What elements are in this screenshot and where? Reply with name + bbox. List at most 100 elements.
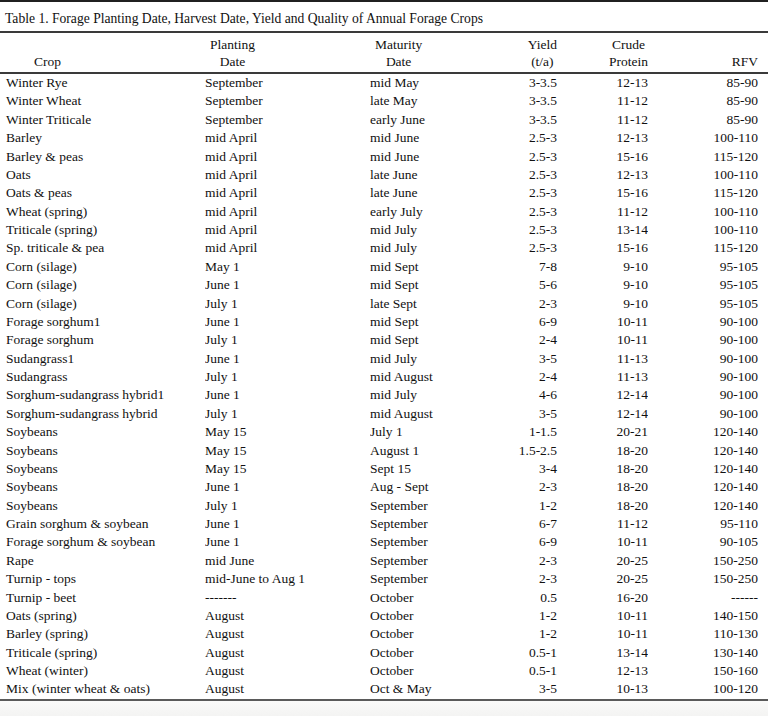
cell-rfv: 90-100 bbox=[648, 331, 768, 349]
col-header-yield-line2: (t/a) bbox=[531, 53, 554, 70]
cell-crude-protein: 11-13 bbox=[558, 368, 648, 386]
cell-maturity-date: mid June bbox=[370, 148, 505, 166]
cell-yield: 6-9 bbox=[505, 533, 558, 551]
cell-maturity-date: October bbox=[370, 625, 505, 643]
col-header-rfv: RFV bbox=[648, 33, 768, 73]
cell-crop: Forage sorghum1 bbox=[0, 313, 205, 331]
cell-crop: Barley bbox=[0, 129, 205, 147]
cell-crop: Soybeans bbox=[0, 460, 205, 478]
cell-maturity-date: September bbox=[370, 515, 505, 533]
col-header-maturity-date: Maturity Date bbox=[370, 33, 505, 73]
cell-yield: 3-3.5 bbox=[505, 111, 558, 129]
col-header-maturity-line1: Maturity bbox=[375, 36, 422, 53]
cell-planting-date: June 1 bbox=[205, 313, 370, 331]
cell-rfv: 85-90 bbox=[648, 111, 768, 129]
table-row: Soybeans May 15 July 1 1-1.5 20-21 120-1… bbox=[0, 423, 768, 441]
table-row: Wheat (spring) mid April early July 2.5-… bbox=[0, 203, 768, 221]
cell-crude-protein: 9-10 bbox=[558, 258, 648, 276]
col-header-crop-label: Crop bbox=[34, 53, 61, 70]
cell-crop: Oats & peas bbox=[0, 184, 205, 202]
cell-planting-date: mid April bbox=[205, 239, 370, 257]
cell-crop: Corn (silage) bbox=[0, 276, 205, 294]
cell-crude-protein: 11-12 bbox=[558, 92, 648, 110]
cell-planting-date: July 1 bbox=[205, 331, 370, 349]
cell-maturity-date: Oct & May bbox=[370, 680, 505, 699]
cell-maturity-date: mid Sept bbox=[370, 331, 505, 349]
cell-planting-date: July 1 bbox=[205, 295, 370, 313]
cell-crude-protein: 12-13 bbox=[558, 129, 648, 147]
cell-maturity-date: October bbox=[370, 589, 505, 607]
cell-crop: Forage sorghum bbox=[0, 331, 205, 349]
cell-maturity-date: July 1 bbox=[370, 423, 505, 441]
cell-rfv: 100-110 bbox=[648, 203, 768, 221]
cell-maturity-date: mid August bbox=[370, 368, 505, 386]
cell-crude-protein: 12-13 bbox=[558, 166, 648, 184]
cell-crop: Triticale (spring) bbox=[0, 644, 205, 662]
cell-crude-protein: 12-13 bbox=[558, 662, 648, 680]
table-row: Rape mid June September 2-3 20-25 150-25… bbox=[0, 552, 768, 570]
cell-crop: Wheat (spring) bbox=[0, 203, 205, 221]
cell-rfv: 150-250 bbox=[648, 570, 768, 588]
cell-crop: Rape bbox=[0, 552, 205, 570]
cell-rfv: 100-120 bbox=[648, 680, 768, 699]
cell-planting-date: mid April bbox=[205, 166, 370, 184]
cell-yield: 2.5-3 bbox=[505, 184, 558, 202]
cell-rfv: 110-130 bbox=[648, 625, 768, 643]
cell-rfv: 120-140 bbox=[648, 460, 768, 478]
cell-planting-date: July 1 bbox=[205, 405, 370, 423]
cell-planting-date: June 1 bbox=[205, 515, 370, 533]
cell-maturity-date: October bbox=[370, 644, 505, 662]
table-row: Barley mid April mid June 2.5-3 12-13 10… bbox=[0, 129, 768, 147]
table-row: Oats (spring) August October 1-2 10-11 1… bbox=[0, 607, 768, 625]
cell-crop: Barley & peas bbox=[0, 148, 205, 166]
cell-yield: 3-5 bbox=[505, 405, 558, 423]
cell-planting-date: August bbox=[205, 680, 370, 699]
cell-rfv: 90-100 bbox=[648, 368, 768, 386]
table-row: Corn (silage) May 1 mid Sept 7-8 9-10 95… bbox=[0, 258, 768, 276]
cell-yield: 2.5-3 bbox=[505, 129, 558, 147]
cell-maturity-date: October bbox=[370, 662, 505, 680]
cell-crop: Soybeans bbox=[0, 478, 205, 496]
cell-rfv: 100-110 bbox=[648, 221, 768, 239]
cell-crop: Corn (silage) bbox=[0, 295, 205, 313]
cell-yield: 2-3 bbox=[505, 295, 558, 313]
cell-rfv: 115-120 bbox=[648, 148, 768, 166]
cell-yield: 1-2 bbox=[505, 607, 558, 625]
col-header-planting-line1: Planting bbox=[210, 36, 255, 53]
cell-yield: 1-1.5 bbox=[505, 423, 558, 441]
cell-planting-date: September bbox=[205, 92, 370, 110]
table-row: Winter Wheat September late May 3-3.5 11… bbox=[0, 92, 768, 110]
table-row: Barley & peas mid April mid June 2.5-3 1… bbox=[0, 148, 768, 166]
table-row: Wheat (winter) August October 0.5-1 12-1… bbox=[0, 662, 768, 680]
cell-maturity-date: late May bbox=[370, 92, 505, 110]
table-title: Table 1. Forage Planting Date, Harvest D… bbox=[0, 2, 768, 33]
cell-crude-protein: 10-11 bbox=[558, 607, 648, 625]
cell-crop: Barley (spring) bbox=[0, 625, 205, 643]
cell-crude-protein: 10-11 bbox=[558, 625, 648, 643]
table-row: Corn (silage) June 1 mid Sept 5-6 9-10 9… bbox=[0, 276, 768, 294]
cell-crude-protein: 10-11 bbox=[558, 313, 648, 331]
cell-crop: Grain sorghum & soybean bbox=[0, 515, 205, 533]
cell-crop: Sorghum-sudangrass hybrid bbox=[0, 405, 205, 423]
cell-maturity-date: mid July bbox=[370, 221, 505, 239]
cell-planting-date: June 1 bbox=[205, 276, 370, 294]
table-row: Mix (winter wheat & oats) August Oct & M… bbox=[0, 680, 768, 699]
table-row: Sorghum-sudangrass hybrid July 1 mid Aug… bbox=[0, 405, 768, 423]
cell-crude-protein: 11-12 bbox=[558, 203, 648, 221]
cell-yield: 6-9 bbox=[505, 313, 558, 331]
cell-maturity-date: October bbox=[370, 607, 505, 625]
table-row: Soybeans May 15 Sept 15 3-4 18-20 120-14… bbox=[0, 460, 768, 478]
cell-yield: 2-3 bbox=[505, 570, 558, 588]
table-body: Winter Rye September mid May 3-3.5 12-13… bbox=[0, 73, 768, 700]
table-row: Oats & peas mid April late June 2.5-3 15… bbox=[0, 184, 768, 202]
cell-maturity-date: late Sept bbox=[370, 295, 505, 313]
table-row: Forage sorghum & soybean June 1 Septembe… bbox=[0, 533, 768, 551]
cell-crude-protein: 12-14 bbox=[558, 386, 648, 404]
col-header-planting-line2: Date bbox=[220, 53, 245, 70]
cell-yield: 3-3.5 bbox=[505, 73, 558, 92]
cell-rfv: 120-140 bbox=[648, 442, 768, 460]
cell-rfv: 140-150 bbox=[648, 607, 768, 625]
cell-crude-protein: 15-16 bbox=[558, 184, 648, 202]
cell-maturity-date: Aug - Sept bbox=[370, 478, 505, 496]
table-row: Grain sorghum & soybean June 1 September… bbox=[0, 515, 768, 533]
